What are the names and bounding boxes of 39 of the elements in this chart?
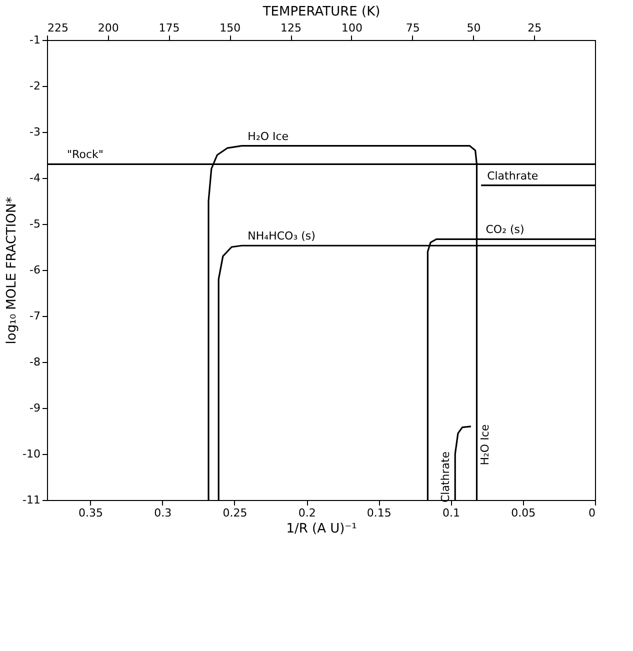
text: H₂O Ice: [478, 424, 492, 466]
series-label: CO₂ (s): [486, 223, 524, 236]
y-tick-label: -9: [30, 402, 40, 414]
y-tick-label: -5: [30, 218, 40, 230]
y-tick-label: -3: [30, 126, 40, 138]
text: Clathrate: [439, 451, 452, 503]
x2-tick-label: 125: [280, 22, 302, 34]
y-tick-label: -7: [30, 310, 40, 322]
x-tick-label: 0.35: [78, 506, 104, 520]
x-tick-label: 0: [588, 506, 596, 520]
series-label: Clathrate: [487, 169, 538, 182]
y-tick-label: -2: [30, 80, 40, 92]
y-tick-label: -1: [30, 34, 40, 46]
x2-tick-label: 200: [98, 22, 119, 34]
series-label: "Rock": [67, 148, 104, 162]
series-label: NH₄HCO₃ (s): [248, 230, 316, 243]
x2-tick-label: 150: [220, 22, 241, 34]
y-tick-label: -4: [30, 172, 40, 184]
x2-tick-label: 175: [158, 22, 180, 34]
x-tick-label: 0.25: [222, 506, 248, 520]
x2-tick-label: 75: [406, 22, 420, 34]
x-tick-label: 0.1: [442, 506, 460, 520]
line-series: [454, 426, 472, 500]
x-tick-label: 0.2: [298, 506, 316, 520]
x-tick-label: 0.05: [511, 506, 536, 520]
y-tick-label: -6: [30, 264, 40, 276]
x2-tick-label: 25: [528, 22, 542, 34]
y-axis-title: log₁₀ MOLE FRACTION*: [4, 196, 20, 344]
x-tick-label: 0.3: [154, 506, 172, 520]
text: H₂O Ice: [248, 130, 289, 143]
y-tick-label: -10: [22, 448, 40, 460]
x-tick-label: 0.15: [366, 506, 392, 520]
x-axis-title: 1/R (A U)⁻¹: [286, 522, 357, 536]
y-tick-label: -8: [30, 356, 40, 368]
x2-tick-label: 50: [466, 22, 481, 34]
y-tick-label: -11: [22, 494, 40, 506]
x2-axis-title: TEMPERATURE (K): [262, 4, 380, 20]
x2-tick-label: 100: [341, 22, 362, 34]
x2-tick-label: 225: [48, 22, 68, 34]
